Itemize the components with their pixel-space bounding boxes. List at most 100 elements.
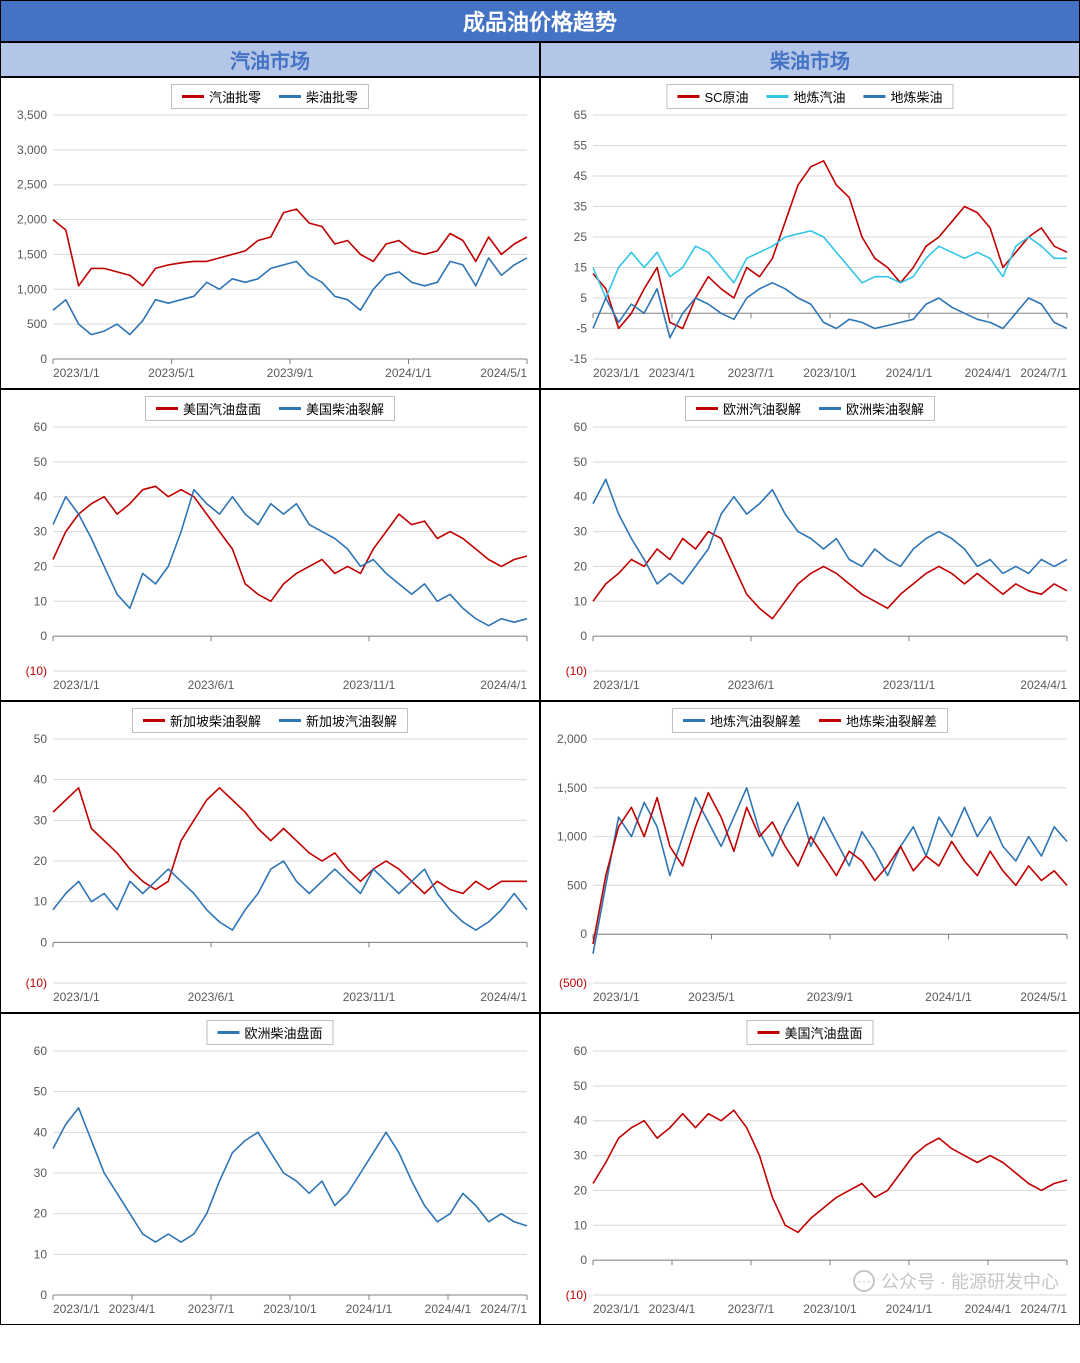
svg-text:2023/1/1: 2023/1/1: [593, 678, 640, 692]
svg-text:60: 60: [574, 420, 588, 434]
chart-legend: 新加坡柴油裂解 新加坡汽油裂解: [132, 708, 408, 733]
series-line: [53, 1108, 527, 1242]
svg-text:60: 60: [574, 1044, 588, 1058]
svg-text:30: 30: [34, 1166, 48, 1180]
svg-text:40: 40: [34, 490, 48, 504]
legend-label: 欧洲柴油裂解: [846, 399, 924, 418]
legend-label: 地炼汽油裂解差: [710, 711, 801, 730]
svg-text:20: 20: [34, 559, 48, 573]
svg-text:3,000: 3,000: [17, 143, 47, 157]
svg-text:2024/1/1: 2024/1/1: [925, 990, 972, 1004]
svg-text:15: 15: [574, 261, 588, 275]
legend-swatch: [864, 95, 886, 98]
svg-text:2023/5/1: 2023/5/1: [148, 366, 195, 380]
svg-text:40: 40: [34, 1125, 48, 1139]
svg-text:2024/5/1: 2024/5/1: [1020, 990, 1067, 1004]
legend-swatch: [767, 95, 789, 98]
legend-item: SC原油: [677, 87, 748, 106]
svg-text:2024/4/1: 2024/4/1: [1020, 678, 1067, 692]
legend-item: 欧洲柴油裂解: [819, 399, 924, 418]
legend-item: 柴油批零: [279, 87, 358, 106]
chart-svg: (500)05001,0001,5002,0002023/1/12023/5/1…: [545, 708, 1075, 1010]
svg-text:40: 40: [34, 773, 48, 787]
svg-text:-15: -15: [570, 352, 588, 366]
chart-c1: 汽油批零柴油批零05001,0001,5002,0002,5003,0003,5…: [1, 78, 539, 388]
legend-label: 汽油批零: [209, 87, 261, 106]
svg-text:0: 0: [40, 352, 47, 366]
legend-label: 美国柴油裂解: [306, 399, 384, 418]
svg-text:2023/7/1: 2023/7/1: [728, 1302, 775, 1316]
sub-header-row: 汽油市场 柴油市场: [0, 42, 1080, 77]
legend-label: 新加坡柴油裂解: [170, 711, 261, 730]
chart-svg: -15-551525354555652023/1/12023/4/12023/7…: [545, 84, 1075, 386]
svg-text:2024/7/1: 2024/7/1: [1020, 366, 1067, 380]
chart-svg: 05001,0001,5002,0002,5003,0003,5002023/1…: [5, 84, 535, 386]
sub-header-diesel: 柴油市场: [540, 42, 1080, 77]
svg-text:2023/1/1: 2023/1/1: [593, 1302, 640, 1316]
svg-text:2023/1/1: 2023/1/1: [593, 366, 640, 380]
svg-text:1,500: 1,500: [17, 247, 47, 261]
legend-swatch: [819, 407, 841, 410]
chart-legend: 欧洲柴油盘面: [206, 1020, 333, 1045]
chart-c6: 地炼汽油裂解差 地炼柴油裂解差(500)05001,0001,5002,00020…: [541, 702, 1079, 1012]
svg-text:2024/4/1: 2024/4/1: [480, 990, 527, 1004]
chart-c3: 美国汽油盘面美国柴油裂解(10)01020304050602023/1/1202…: [1, 390, 539, 700]
svg-text:10: 10: [34, 895, 48, 909]
svg-text:50: 50: [34, 732, 48, 746]
legend-item: 新加坡柴油裂解: [143, 711, 261, 730]
svg-text:3,500: 3,500: [17, 108, 47, 122]
charts-grid: 汽油批零柴油批零05001,0001,5002,0002,5003,0003,5…: [0, 77, 1080, 1325]
legend-swatch: [677, 95, 699, 98]
svg-text:2023/1/1: 2023/1/1: [53, 678, 100, 692]
svg-text:2023/7/1: 2023/7/1: [188, 1302, 235, 1316]
svg-text:2023/4/1: 2023/4/1: [649, 1302, 696, 1316]
svg-text:30: 30: [34, 525, 48, 539]
legend-label: 新加坡汽油裂解: [306, 711, 397, 730]
svg-text:-5: -5: [576, 322, 587, 336]
series-line: [593, 1110, 1067, 1232]
svg-text:2023/11/1: 2023/11/1: [343, 678, 396, 692]
chart-c5: 新加坡柴油裂解新加坡汽油裂解(10)010203040502023/1/1202…: [1, 702, 539, 1012]
svg-text:10: 10: [34, 594, 48, 608]
svg-text:0: 0: [40, 629, 47, 643]
svg-text:2024/1/1: 2024/1/1: [385, 366, 432, 380]
svg-text:2024/7/1: 2024/7/1: [1020, 1302, 1067, 1316]
svg-text:20: 20: [574, 559, 588, 573]
svg-text:(500): (500): [559, 976, 587, 990]
svg-text:2023/6/1: 2023/6/1: [188, 678, 235, 692]
legend-label: 地炼柴油: [891, 87, 943, 106]
svg-text:2024/1/1: 2024/1/1: [886, 1302, 933, 1316]
legend-item: 地炼汽油裂解差: [683, 711, 801, 730]
legend-label: 美国汽油盘面: [784, 1023, 862, 1042]
svg-text:65: 65: [574, 108, 588, 122]
chart-c8: 美国汽油盘面(10)01020304050602023/1/12023/4/12…: [541, 1014, 1079, 1324]
svg-text:2,500: 2,500: [17, 178, 47, 192]
legend-item: 地炼柴油裂解差: [819, 711, 937, 730]
legend-swatch: [683, 719, 705, 722]
svg-text:40: 40: [574, 1114, 588, 1128]
svg-text:45: 45: [574, 169, 588, 183]
series-line: [53, 258, 527, 335]
legend-label: 地炼柴油裂解差: [846, 711, 937, 730]
series-line: [53, 486, 527, 601]
svg-text:2023/6/1: 2023/6/1: [188, 990, 235, 1004]
legend-swatch: [757, 1031, 779, 1034]
svg-text:(10): (10): [566, 1288, 587, 1302]
series-line: [53, 490, 527, 626]
svg-text:1,000: 1,000: [17, 282, 47, 296]
svg-text:2023/1/1: 2023/1/1: [53, 1302, 100, 1316]
chart-legend: 美国汽油盘面: [746, 1020, 873, 1045]
series-line: [53, 861, 527, 930]
legend-swatch: [819, 719, 841, 722]
svg-text:2023/11/1: 2023/11/1: [883, 678, 936, 692]
series-line: [593, 283, 1067, 338]
chart-legend: 地炼汽油裂解差 地炼柴油裂解差: [672, 708, 948, 733]
svg-text:30: 30: [34, 813, 48, 827]
svg-text:(10): (10): [26, 976, 47, 990]
legend-item: 地炼汽油: [767, 87, 846, 106]
svg-text:40: 40: [574, 490, 588, 504]
svg-text:500: 500: [567, 878, 587, 892]
svg-text:2024/4/1: 2024/4/1: [425, 1302, 472, 1316]
svg-text:25: 25: [574, 230, 588, 244]
chart-legend: 汽油批零柴油批零: [171, 84, 369, 109]
